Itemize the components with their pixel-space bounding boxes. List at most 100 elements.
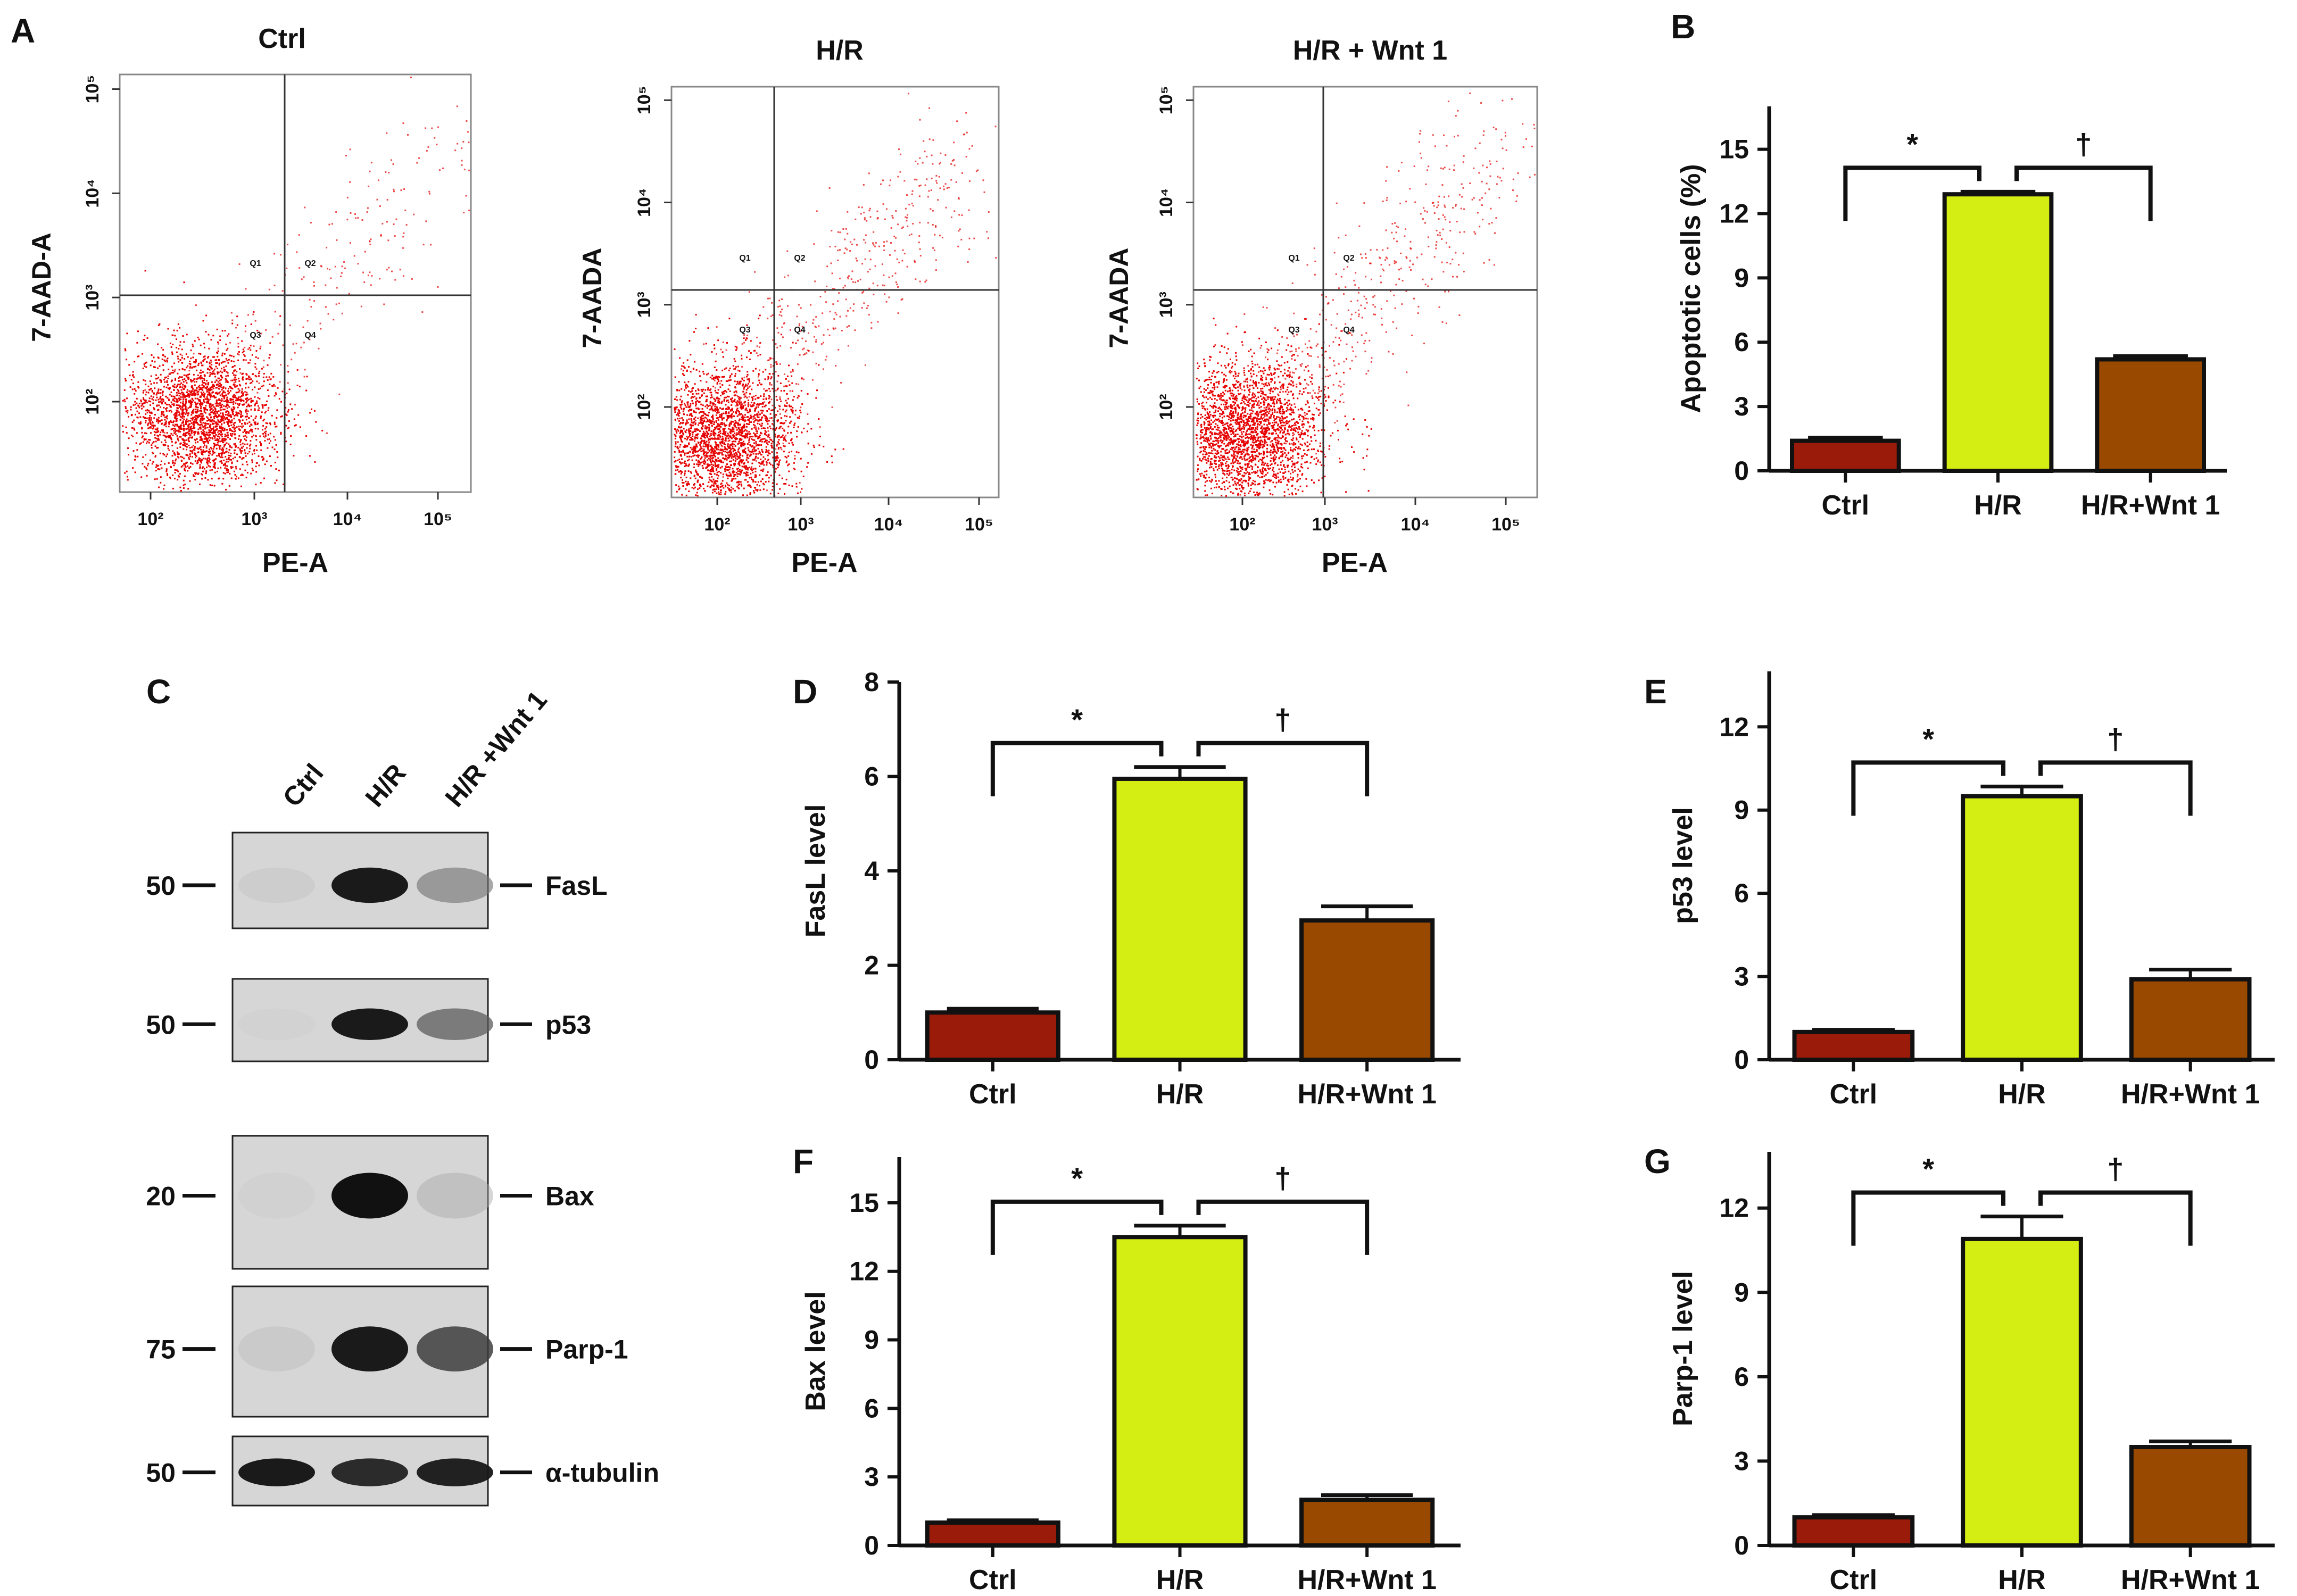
event-dot <box>693 487 695 489</box>
event-dot <box>231 410 234 412</box>
event-dot <box>256 330 259 331</box>
event-dot <box>259 441 261 443</box>
event-dot <box>462 140 465 143</box>
event-dot <box>279 323 281 326</box>
event-dot <box>145 454 147 456</box>
event-dot <box>711 375 714 377</box>
event-dot <box>206 390 208 393</box>
event-dot <box>242 400 244 401</box>
event-dot <box>231 461 233 463</box>
event-dot <box>785 478 787 480</box>
event-dot <box>713 344 715 346</box>
event-dot <box>686 436 688 437</box>
event-dot <box>752 468 754 470</box>
event-dot <box>200 403 202 405</box>
event-dot <box>338 302 340 304</box>
event-dot <box>210 403 212 405</box>
event-dot <box>674 445 676 447</box>
event-dot <box>747 378 749 380</box>
event-dot <box>179 384 181 386</box>
event-dot <box>739 464 741 467</box>
event-dot <box>674 456 676 459</box>
event-dot <box>234 377 236 379</box>
event-dot <box>230 398 232 400</box>
event-dot <box>252 469 254 471</box>
event-dot <box>739 453 741 455</box>
event-dot <box>707 436 709 438</box>
event-dot <box>208 423 210 425</box>
event-dot <box>678 415 680 417</box>
event-dot <box>222 442 224 444</box>
event-dot <box>165 415 168 418</box>
event-dot <box>167 445 169 447</box>
event-dot <box>213 418 215 420</box>
event-dot <box>223 370 226 372</box>
event-dot <box>233 401 235 403</box>
event-dot <box>148 442 150 444</box>
event-dot <box>724 470 726 472</box>
event-dot <box>761 384 762 386</box>
event-dot <box>214 407 216 409</box>
event-dot <box>241 427 243 429</box>
event-dot <box>202 382 204 384</box>
event-dot <box>705 455 707 457</box>
event-dot <box>785 409 787 411</box>
event-dot <box>274 439 276 441</box>
event-dot <box>222 472 225 474</box>
event-dot <box>407 134 409 136</box>
event-dot <box>141 428 143 430</box>
event-dot <box>221 462 223 464</box>
event-dot <box>134 388 136 390</box>
event-dot <box>231 398 234 401</box>
event-dot <box>164 377 166 379</box>
event-dot <box>766 442 768 444</box>
event-dot <box>132 404 135 406</box>
event-dot <box>732 421 734 423</box>
event-dot <box>256 402 258 404</box>
event-dot <box>311 408 312 410</box>
event-dot <box>208 334 210 336</box>
event-dot <box>185 375 187 376</box>
event-dot <box>181 422 183 424</box>
event-dot <box>759 403 761 405</box>
event-dot <box>689 340 691 342</box>
event-dot <box>181 406 184 408</box>
event-dot <box>179 360 181 361</box>
event-dot <box>173 425 176 427</box>
event-dot <box>708 441 710 443</box>
event-dot <box>220 370 222 372</box>
event-dot <box>255 466 257 468</box>
event-dot <box>715 488 717 491</box>
event-dot <box>220 400 222 402</box>
event-dot <box>209 439 211 442</box>
event-dot <box>167 378 169 379</box>
event-dot <box>220 428 222 430</box>
event-dot <box>197 473 199 475</box>
event-dot <box>213 485 215 487</box>
event-dot <box>786 415 788 418</box>
event-dot <box>674 411 676 413</box>
event-dot <box>173 452 176 454</box>
x-tick-label: 10⁵ <box>424 509 452 529</box>
event-dot <box>694 395 695 397</box>
event-dot <box>769 413 772 415</box>
event-dot <box>206 423 208 425</box>
event-dot <box>176 420 178 422</box>
event-dot <box>219 394 221 396</box>
event-dot <box>199 467 201 469</box>
event-dot <box>752 398 754 400</box>
event-dot <box>130 406 132 408</box>
event-dot <box>124 348 126 350</box>
event-dot <box>748 457 750 459</box>
event-dot <box>144 362 146 364</box>
event-dot <box>271 414 273 417</box>
event-dot <box>714 482 716 484</box>
event-dot <box>179 406 181 408</box>
event-dot <box>741 444 743 446</box>
event-dot <box>682 373 684 375</box>
event-dot <box>759 434 761 436</box>
event-dot <box>720 483 723 485</box>
event-dot <box>701 427 703 429</box>
event-dot <box>761 448 763 451</box>
event-dot <box>775 414 777 416</box>
